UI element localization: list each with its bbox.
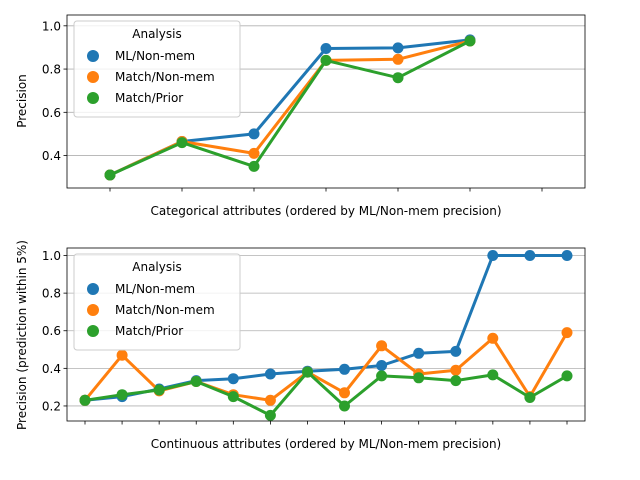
bottom-series-group <box>79 250 573 421</box>
bottom-y-axis-label: Precision (prediction within 5%) <box>15 240 29 430</box>
top-panel: 0.4 0.6 0.8 1.0 Categorical attributes (ord… <box>15 14 586 218</box>
bottom-data-point-match-non-mem <box>376 340 388 352</box>
bottom-data-point-match-prior <box>264 409 276 421</box>
top-data-point-match-prior <box>104 169 116 181</box>
bottom-data-point-ml-non-mem <box>524 250 536 261</box>
bottom-data-point-match-prior <box>413 372 425 384</box>
bottom-y-tick-label: 0.8 <box>42 287 61 301</box>
bottom-y-tick-label: 0.2 <box>42 399 61 413</box>
top-legend-label-match-non-mem: Match/Non-mem <box>115 70 215 84</box>
top-legend-marker-match-prior <box>87 92 99 104</box>
bottom-legend-title: Analysis <box>132 260 181 274</box>
bottom-data-point-ml-non-mem <box>450 345 462 357</box>
bottom-data-point-match-non-mem <box>264 394 276 406</box>
bottom-data-point-match-non-mem <box>487 332 499 344</box>
bottom-data-point-match-prior <box>561 370 573 382</box>
top-tick-group: 0.4 0.6 0.8 1.0 <box>42 19 543 192</box>
bottom-legend-label-ml-non-mem: ML/Non-mem <box>115 282 195 296</box>
top-legend-title: Analysis <box>132 27 181 41</box>
top-y-tick-label: 0.8 <box>42 63 61 77</box>
bottom-data-point-match-prior <box>79 394 91 406</box>
bottom-data-point-match-prior <box>116 389 128 401</box>
top-legend-box <box>73 20 241 118</box>
top-data-point-match-prior <box>464 35 476 47</box>
top-legend-label-match-prior: Match/Prior <box>115 91 183 105</box>
top-legend: Analysis ML/Non-mem Match/Non-mem Match/… <box>73 20 241 118</box>
bottom-y-tick-label: 0.4 <box>42 362 61 376</box>
top-legend-marker-ml-non-mem <box>87 50 99 62</box>
bottom-data-point-match-prior <box>487 369 499 381</box>
bottom-data-point-match-prior <box>153 384 165 396</box>
top-y-axis-label: Precision <box>15 74 29 128</box>
bottom-data-point-match-prior <box>190 376 202 387</box>
bottom-data-point-ml-non-mem <box>376 360 388 371</box>
bottom-tick-group: 0.2 0.4 0.6 0.8 1.0 <box>42 249 568 425</box>
bottom-data-point-ml-non-mem <box>487 250 499 261</box>
bottom-legend-box <box>73 253 241 351</box>
bottom-data-point-ml-non-mem <box>561 250 573 261</box>
bottom-data-point-match-prior <box>302 366 313 378</box>
top-data-point-ml-non-mem <box>248 128 260 140</box>
bottom-x-axis-label: Continuous attributes (ordered by ML/Non… <box>151 437 502 451</box>
bottom-data-point-ml-non-mem <box>264 368 276 380</box>
bottom-data-point-ml-non-mem <box>413 347 425 359</box>
top-series-group <box>104 34 476 181</box>
bottom-legend-label-match-prior: Match/Prior <box>115 324 183 338</box>
top-x-axis-label: Categorical attributes (ordered by ML/No… <box>150 204 501 218</box>
bottom-y-tick-label: 0.6 <box>42 324 61 338</box>
bottom-data-point-ml-non-mem <box>227 373 239 385</box>
top-data-point-match-prior <box>176 137 188 149</box>
bottom-data-point-match-non-mem <box>116 349 128 361</box>
bottom-series-line-match-prior <box>84 370 568 417</box>
bottom-data-point-match-prior <box>227 391 239 403</box>
top-data-point-ml-non-mem <box>320 43 332 54</box>
bottom-data-point-match-non-mem <box>339 387 350 399</box>
top-data-point-match-non-mem <box>248 147 260 159</box>
bottom-legend-marker-match-non-mem <box>87 304 99 316</box>
bottom-data-point-ml-non-mem <box>339 363 350 375</box>
bottom-legend-label-match-non-mem: Match/Non-mem <box>115 303 215 317</box>
top-data-point-match-non-mem <box>392 53 404 65</box>
top-data-point-ml-non-mem <box>392 42 404 54</box>
bottom-legend: Analysis ML/Non-mem Match/Non-mem Match/… <box>73 253 241 351</box>
bottom-data-point-match-non-mem <box>561 327 573 339</box>
top-y-tick-label: 0.6 <box>42 106 61 120</box>
top-y-tick-label: 1.0 <box>42 19 61 33</box>
bottom-legend-marker-ml-non-mem <box>87 283 99 295</box>
bottom-axes-frame <box>66 247 586 422</box>
bottom-legend-marker-match-prior <box>87 325 99 337</box>
bottom-data-point-match-non-mem <box>450 364 462 376</box>
top-legend-label-ml-non-mem: ML/Non-mem <box>115 49 195 63</box>
top-legend-marker-match-non-mem <box>87 71 99 83</box>
bottom-data-point-match-prior <box>376 370 388 382</box>
top-data-point-match-prior <box>320 54 332 66</box>
bottom-data-point-match-prior <box>339 400 350 412</box>
top-y-tick-label: 0.4 <box>42 149 61 163</box>
bottom-y-tick-label: 1.0 <box>42 249 61 263</box>
top-series-line-match-prior <box>109 39 471 177</box>
bottom-data-point-match-prior <box>450 375 462 387</box>
bottom-panel: 0.2 0.4 0.6 0.8 1.0 Continuous attributes (o… <box>15 240 586 451</box>
top-data-point-match-prior <box>392 72 404 84</box>
top-data-point-match-prior <box>248 160 260 172</box>
bottom-data-point-match-prior <box>524 392 536 403</box>
